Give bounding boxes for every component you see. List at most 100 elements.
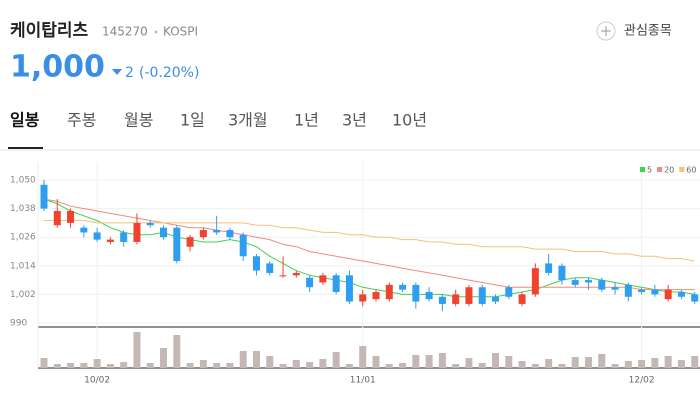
tab[interactable]: 주봉: [67, 111, 96, 130]
candle-body: [252, 256, 260, 271]
tabs: 일봉 주봉 월봉 1일 3개월 1년 3년 10년: [10, 111, 427, 130]
candle-body: [306, 277, 314, 288]
candle-body: [677, 292, 685, 297]
volume-bar: [40, 358, 48, 368]
tab[interactable]: 1년: [294, 111, 319, 130]
volume-bar: [53, 364, 61, 368]
volume-bar: [372, 356, 380, 368]
candle-body: [492, 296, 500, 302]
volume-bar: [93, 359, 101, 368]
volume-bar: [106, 364, 114, 368]
tab[interactable]: 월봉: [124, 111, 153, 130]
candle-body: [518, 294, 526, 304]
legend-label: 60: [686, 166, 696, 175]
tab[interactable]: 일봉: [10, 111, 40, 130]
dot: [154, 30, 158, 34]
legend-swatch: [679, 167, 685, 172]
volume-bar: [531, 364, 539, 368]
candle-body: [239, 234, 247, 257]
volume-bar: [80, 363, 88, 368]
volume-bar: [505, 356, 513, 368]
candle-body: [53, 210, 61, 226]
volume-bar: [545, 359, 553, 368]
candle-body: [40, 184, 48, 209]
tab[interactable]: 3개월: [228, 111, 268, 130]
change-pct: (-0.20%): [139, 65, 199, 81]
candle-body: [452, 294, 460, 304]
volume-bar: [478, 363, 486, 368]
candle-body: [465, 287, 473, 304]
market: KOSPI: [163, 25, 198, 39]
candle-body: [638, 289, 646, 293]
volume-bar: [492, 353, 500, 368]
volume-bar: [332, 352, 340, 368]
moving-average: [44, 220, 695, 262]
candle-body: [199, 230, 207, 238]
volume-bar: [120, 362, 128, 368]
volume-bar: [173, 335, 181, 368]
volume-bar: [199, 360, 207, 368]
candle-body: [584, 280, 592, 283]
volume-bar: [385, 364, 393, 368]
legend-swatch: [640, 167, 645, 172]
y-tick-label: 1,038: [10, 204, 36, 214]
candle-body: [266, 263, 274, 273]
candle-body: [173, 227, 181, 262]
volume-bar: [438, 353, 446, 368]
candle-body: [505, 287, 513, 297]
legend-label: 20: [664, 166, 674, 175]
candle-body: [425, 292, 433, 300]
candle-body: [478, 287, 486, 304]
x-tick-label: 11/01: [350, 376, 376, 386]
volume-bar: [452, 364, 460, 368]
volume-bar: [677, 360, 685, 368]
volume-bar: [239, 351, 247, 368]
tab[interactable]: 3년: [342, 111, 367, 130]
volume-bar: [252, 351, 260, 368]
tab[interactable]: 1일: [180, 111, 205, 130]
candle-body: [213, 230, 221, 233]
candle-body: [691, 294, 699, 302]
candle-body: [67, 210, 75, 223]
candle-body: [412, 284, 420, 302]
y-tick-label: 1,014: [10, 261, 36, 271]
volume-bar: [571, 357, 579, 368]
volume-bar: [160, 348, 168, 368]
candle-body: [531, 268, 539, 295]
volume-bar: [279, 364, 287, 368]
chart: 990 1,002 1,014 1,026 1,038 1,050 10/02 11/01 12…: [10, 162, 700, 386]
candle-body: [160, 227, 168, 238]
watchlist-button[interactable]: 관심종목: [596, 21, 672, 41]
candle-body: [651, 289, 659, 295]
volume-bar: [598, 354, 606, 368]
volume-bar: [266, 356, 274, 368]
y-tick-label: 1,026: [10, 233, 36, 243]
volume-bar: [213, 363, 221, 368]
volume-bar: [651, 358, 659, 368]
y-tick-label: 990: [10, 319, 27, 329]
candle-body: [186, 237, 194, 247]
candle-body: [399, 284, 407, 290]
candle-body: [664, 289, 672, 300]
volume-bar: [292, 360, 300, 368]
volume-bar: [226, 363, 234, 368]
candle-body: [106, 239, 114, 242]
volume-bar: [518, 361, 526, 368]
stock-code: 145270: [102, 25, 148, 39]
candle-body: [611, 287, 619, 290]
candle-body: [133, 222, 141, 242]
volume-bar: [664, 356, 672, 368]
volume-bar: [584, 357, 592, 368]
watchlist-label: 관심종목: [624, 24, 672, 39]
volume-bar: [638, 360, 646, 368]
candle-body: [120, 232, 128, 242]
moving-average: [43, 198, 695, 291]
change: 2: [125, 65, 134, 81]
candle-body: [80, 227, 88, 233]
candle-body: [146, 222, 154, 226]
tab[interactable]: 10년: [392, 111, 427, 130]
plus-sign: [601, 26, 611, 36]
volume-bar: [319, 359, 327, 368]
candle-body: [558, 265, 566, 281]
